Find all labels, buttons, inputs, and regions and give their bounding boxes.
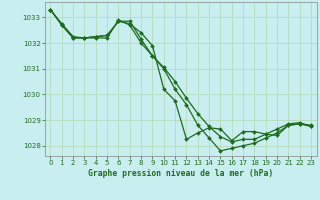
X-axis label: Graphe pression niveau de la mer (hPa): Graphe pression niveau de la mer (hPa) (88, 169, 273, 178)
